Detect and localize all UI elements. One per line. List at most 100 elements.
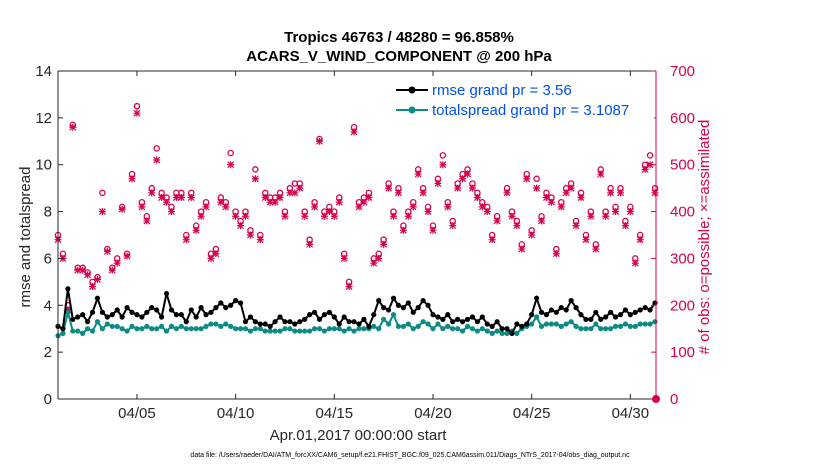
rmse-point [455,316,461,322]
chart-frame [58,71,656,399]
obs-assimilated-point [148,189,156,197]
obs-assimilated-point [518,245,526,253]
totalspread-point [242,326,249,332]
obs-assimilated-point [316,137,324,145]
obs-assimilated-point [542,194,550,202]
obs-assimilated-point [301,212,309,220]
totalspread-point [405,321,411,327]
rmse-point [366,323,372,329]
rmse-spread-series [55,286,658,339]
obs-count-series [54,102,660,403]
obs-assimilated-point [207,254,215,262]
obs-assimilated-point [256,236,264,244]
totalspread-point [208,321,214,327]
rmse-point [563,307,569,313]
legend-box [392,78,654,122]
totalspread-point [341,328,347,334]
obs-assimilated-point [478,203,486,211]
totalspread-point [336,326,342,332]
totalspread-point [445,323,451,329]
rmse-point [193,314,199,320]
totalspread-point [104,321,110,327]
rmse-point [94,295,101,301]
totalspread-point [114,323,120,329]
totalspread-point [262,328,268,334]
rmse-point [292,321,298,327]
obs-assimilated-point [365,194,373,202]
obs-assimilated-point [394,189,402,197]
obs-assimilated-point [434,179,442,187]
obs-assimilated-point [454,184,462,192]
obs-assimilated-point [567,184,575,192]
totalspread-point [154,326,160,332]
totalspread-point [469,326,476,332]
rmse-point [489,323,495,329]
rmse-point [509,330,515,336]
legend-spread-label: totalspread grand pr = 3.1087 [432,102,629,119]
rmse-point [272,319,278,325]
obs-assimilated-point [355,203,363,211]
rmse-point [356,321,362,327]
x-axis-label: Apr.01,2017 00:00:00 start [270,427,448,444]
obs-assimilated-point [163,198,171,206]
chart-title: Tropics 46763 / 48280 = 96.858% [284,29,514,46]
obs-assimilated-point [449,222,457,230]
totalspread-point [543,321,550,327]
axes: 0 2 4 6 8 10 12 14 0 100 200 300 400 500 600 700 04/05 04… [35,63,695,422]
totalspread-point [538,323,545,329]
rmse-point [208,309,214,315]
rmse-point [622,307,629,313]
rmse-point [647,307,653,313]
x-tick-label: 04/30 [612,405,650,422]
rmse-point [514,321,520,327]
obs-possible-point [439,152,447,159]
obs-possible-point [533,175,540,183]
y-tick-label: 6 [44,250,52,267]
obs-assimilated-point [587,212,595,220]
rmse-point [252,319,258,325]
rmse-point [119,314,125,320]
rmse-point [479,314,485,320]
rmse-point [494,319,500,325]
totalspread-point [267,328,273,334]
rmse-point [188,307,194,313]
totalspread-point [321,328,328,334]
totalspread-point [474,328,480,334]
rmse-point [104,314,110,320]
totalspread-point [371,323,377,329]
chart-subtitle: ACARS_V_WIND_COMPONENT @ 200 hPa [246,48,552,65]
obs-assimilated-point [89,283,97,291]
obs-assimilated-point [261,194,269,202]
totalspread-point [75,328,81,334]
plot-area [58,71,656,399]
rmse-point [247,314,254,320]
rmse-point [558,305,564,311]
right-tick-label: 400 [670,204,695,221]
rmse-point [297,319,303,325]
obs-assimilated-point [572,222,580,230]
rmse-point [80,312,86,318]
obs-assimilated-point [217,198,225,206]
totalspread-point [622,321,629,327]
rmse-point [381,305,387,311]
obs-assimilated-point [266,198,274,206]
obs-assimilated-point [167,208,175,216]
totalspread-point [385,321,392,327]
rmse-point [469,314,476,320]
totalspread-point [198,326,204,332]
obs-assimilated-point [464,170,472,178]
obs-assimilated-point [419,189,427,197]
obs-assimilated-point [488,236,496,244]
rmse-point [163,290,170,297]
totalspread-point [573,323,579,329]
rmse-point [89,309,96,315]
obs-assimilated-point [222,203,230,211]
totalspread-point [163,328,170,334]
rmse-point [504,326,510,332]
obs-assimilated-point [592,245,600,253]
obs-assimilated-point [552,250,560,258]
y-tick-label: 10 [35,157,52,174]
rmse-point [524,321,530,327]
obs-possible-point [153,145,160,152]
totalspread-point [400,323,406,329]
